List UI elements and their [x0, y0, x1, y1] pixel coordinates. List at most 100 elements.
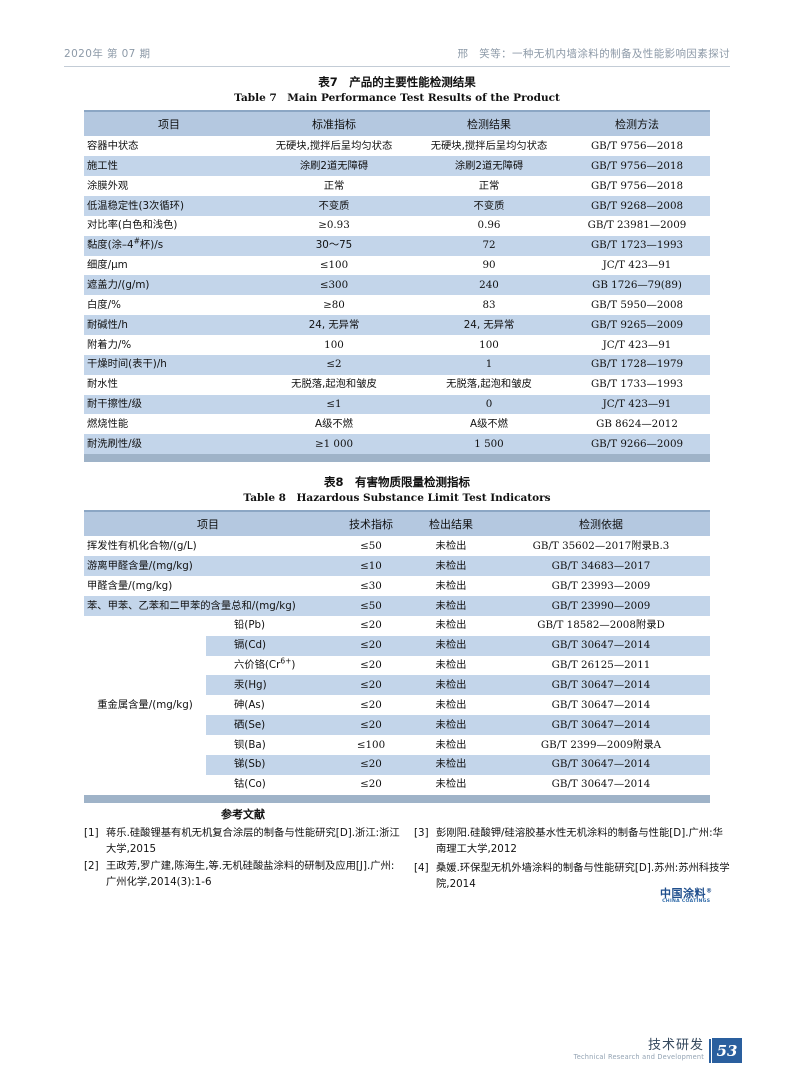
- table-cell: GB/T 35602—2017附录B.3: [492, 536, 710, 557]
- table7-col-standard: 标准指标: [254, 112, 414, 137]
- table-cell: 未检出: [410, 615, 492, 636]
- table-cell: 未检出: [410, 556, 492, 577]
- reference-item: [4] 桑媛.环保型无机外墙涂料的制备与性能研究[D].苏州:苏州科技学院,201…: [414, 861, 732, 893]
- table-cell: ≤100: [254, 255, 414, 276]
- footer-section-en: Technical Research and Development: [573, 1053, 704, 1062]
- table-row: 镉(Cd) ≤20 未检出 GB/T 30647—2014: [84, 635, 710, 656]
- running-head: 2020年 第 07 期 邢 笑等：一种无机内墙涂料的制备及性能影响因素探讨: [64, 46, 730, 68]
- table-row: 附着力/% 100 100 JC/T 423—91: [84, 335, 710, 355]
- table-cell: ≤20: [332, 615, 410, 636]
- references-column-left: [1] 蒋乐.硅酸锂基有机无机复合涂层的制备与性能研究[D].浙江:浙江大学,20…: [84, 826, 402, 896]
- table7-bottom-rule: [84, 454, 710, 463]
- table-cell: ≤10: [332, 556, 410, 577]
- table-cell: ≤20: [332, 655, 410, 676]
- journal-logo-en: CHINA COATINGS: [662, 899, 711, 904]
- table-cell: ≤20: [332, 675, 410, 696]
- table-cell: 苯、甲苯、乙苯和二甲苯的含量总和/(mg/kg): [84, 596, 332, 616]
- table-cell: 未检出: [410, 754, 492, 775]
- table-cell: ≤30: [332, 576, 410, 596]
- table-cell: 0: [414, 394, 564, 415]
- table-cell: 耐洗刷性/级: [84, 434, 254, 455]
- reference-number: [1]: [84, 827, 99, 839]
- table-cell: ≤20: [332, 635, 410, 656]
- reference-number: [2]: [84, 859, 99, 872]
- table-cell: 24, 无异常: [414, 315, 564, 336]
- table8-block: 表8 有害物质限量检测指标 Table 8 Hazardous Substanc…: [84, 474, 710, 803]
- table-cell: GB/T 5950—2008: [564, 295, 710, 316]
- table-cell: 对比率(白色和浅色): [84, 215, 254, 236]
- table-cell: GB/T 9268—2008: [564, 196, 710, 216]
- table7-block: 表7 产品的主要性能检测结果 Table 7 Main Performance …: [84, 74, 710, 463]
- table-cell: GB/T 1723—1993: [564, 235, 710, 256]
- table-cell: 未检出: [410, 774, 492, 795]
- table-cell: ≤100: [332, 735, 410, 755]
- table-row: 细度/μm ≤100 90 JC/T 423—91: [84, 255, 710, 276]
- table-cell: ≤300: [254, 275, 414, 296]
- table-cell: GB/T 26125—2011: [492, 655, 710, 676]
- table-cell: 无硬块,搅拌后呈均匀状态: [414, 136, 564, 157]
- table8-top-rule: [84, 510, 710, 513]
- table-cell: JC/T 423—91: [564, 394, 710, 415]
- table8: 项目 技术指标 检出结果 检测依据 挥发性有机化合物/(g/L) ≤50 未检出 GB…: [84, 510, 710, 803]
- table-cell: 干燥时间(表干)/h: [84, 354, 254, 375]
- table-cell: 遮盖力/(g/m): [84, 275, 254, 296]
- table-cell: 耐碱性/h: [84, 315, 254, 336]
- table-cell: GB/T 30647—2014: [492, 635, 710, 656]
- reference-item: [1] 蒋乐.硅酸锂基有机无机复合涂层的制备与性能研究[D].浙江:浙江大学,20…: [84, 826, 402, 858]
- table-cell: GB/T 34683—2017: [492, 556, 710, 577]
- table-cell: 附着力/%: [84, 335, 254, 355]
- table-row: 挥发性有机化合物/(g/L) ≤50 未检出 GB/T 35602—2017附录B.3: [84, 536, 710, 557]
- table-row: 黏度(涂–4#杯)/s 30～75 72 GB/T 1723—1993: [84, 235, 710, 256]
- table-cell: 涂刷2道无障碍: [254, 156, 414, 177]
- table8-col-result: 检出结果: [410, 512, 492, 537]
- table-cell: ≤1: [254, 394, 414, 415]
- table-row: 六价铬(Cr6+) ≤20 未检出 GB/T 26125—2011: [84, 655, 710, 676]
- table-group-label: 重金属含量/(mg/kg): [84, 615, 206, 795]
- table-cell: 锑(Sb): [206, 754, 332, 775]
- table-row: 容器中状态 无硬块,搅拌后呈均匀状态 无硬块,搅拌后呈均匀状态 GB/T 9756—2…: [84, 136, 710, 157]
- table7-body: 项目 标准指标 检测结果 检测方法: [84, 110, 710, 137]
- table-row: 硒(Se) ≤20 未检出 GB/T 30647—2014: [84, 715, 710, 736]
- table-cell: ≤20: [332, 695, 410, 716]
- journal-logo-cn: 中国涂料®: [660, 887, 713, 900]
- table-cell: ≤2: [254, 354, 414, 375]
- running-head-divider: [64, 66, 730, 67]
- table-cell: 未检出: [410, 655, 492, 676]
- table-cell: 耐水性: [84, 374, 254, 395]
- table-cell: 耐干擦性/级: [84, 394, 254, 415]
- table-row: 耐干擦性/级 ≤1 0 JC/T 423—91: [84, 394, 710, 415]
- table-cell: GB/T 9756—2018: [564, 156, 710, 177]
- table-cell: 未检出: [410, 576, 492, 596]
- table-cell: 1 500: [414, 434, 564, 455]
- table-cell: GB 8624—2012: [564, 414, 710, 435]
- table8-col-basis: 检测依据: [492, 512, 710, 537]
- table8-data-rows: 挥发性有机化合物/(g/L) ≤50 未检出 GB/T 35602—2017附录B.3…: [84, 536, 710, 795]
- table-cell: GB 1726—79(89): [564, 275, 710, 296]
- table7-col-method: 检测方法: [564, 112, 710, 137]
- table8-col-item: 项目: [84, 512, 332, 537]
- table-cell: 未检出: [410, 536, 492, 557]
- references-section: 参考文献 [1] 蒋乐.硅酸锂基有机无机复合涂层的制备与性能研究[D].浙江:浙江…: [84, 806, 732, 896]
- table7-data-rows: 容器中状态 无硬块,搅拌后呈均匀状态 无硬块,搅拌后呈均匀状态 GB/T 9756—2…: [84, 136, 710, 455]
- table-cell: 钴(Co): [206, 774, 332, 795]
- reference-text: 王政芳,罗广建,陈海生,等.无机硅酸盐涂料的研制及应用[J].广州:广州化学,2…: [106, 859, 395, 888]
- reference-item: [3] 彭刚阳.硅酸钾/硅溶胶基水性无机涂料的制备与性能[D].广州:华南理工大学…: [414, 826, 732, 858]
- table-row: 遮盖力/(g/m) ≤300 240 GB 1726—79(89): [84, 275, 710, 296]
- table-row: 白度/% ≥80 83 GB/T 5950—2008: [84, 295, 710, 316]
- table-cell: 未检出: [410, 596, 492, 616]
- table8-caption-cn: 表8 有害物质限量检测指标: [323, 475, 470, 489]
- table-cell: 容器中状态: [84, 136, 254, 157]
- table-cell: GB/T 23993—2009: [492, 576, 710, 596]
- table7-caption-cn: 表7 产品的主要性能检测结果: [318, 75, 476, 89]
- table7-caption-en: Table 7 Main Performance Test Results of…: [234, 91, 560, 104]
- table7-col-result: 检测结果: [414, 112, 564, 137]
- table-row: 锑(Sb) ≤20 未检出 GB/T 30647—2014: [84, 754, 710, 775]
- reference-text: 桑媛.环保型无机外墙涂料的制备与性能研究[D].苏州:苏州科技学院,2014: [436, 861, 730, 890]
- reference-item: [2] 王政芳,罗广建,陈海生,等.无机硅酸盐涂料的研制及应用[J].广州:广州化…: [84, 859, 402, 891]
- table-cell: GB/T 18582—2008附录D: [492, 615, 710, 636]
- table-cell: 游离甲醛含量/(mg/kg): [84, 556, 332, 577]
- table-cell: 砷(As): [206, 695, 332, 716]
- table-cell: GB/T 9756—2018: [564, 176, 710, 196]
- table-cell: GB/T 30647—2014: [492, 774, 710, 795]
- table-cell: 83: [414, 295, 564, 316]
